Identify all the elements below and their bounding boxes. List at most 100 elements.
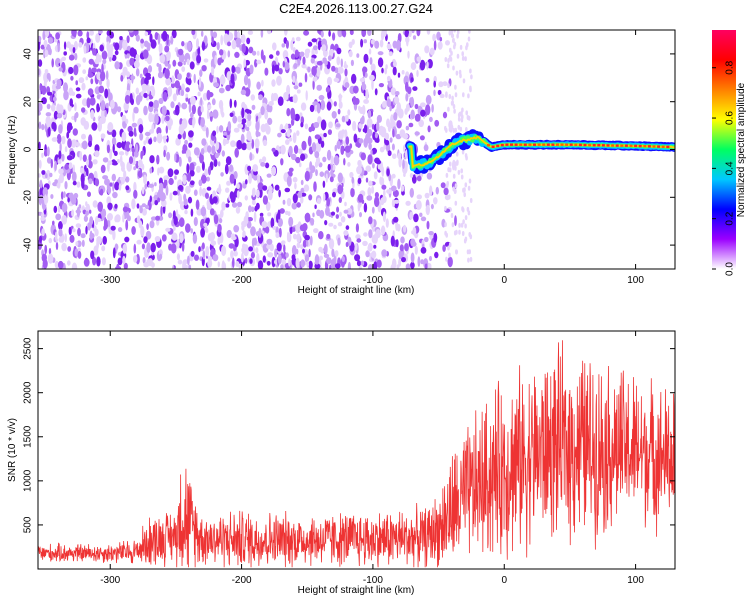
noise-blob: [365, 88, 369, 100]
noise-blob: [310, 57, 315, 64]
noise-blob: [461, 231, 465, 236]
noise-blob: [301, 63, 307, 69]
noise-blob: [327, 55, 332, 61]
noise-blob: [186, 58, 190, 65]
noise-blob: [247, 78, 251, 89]
y-tick-label: 2500: [23, 337, 34, 360]
noise-blob: [465, 110, 469, 116]
noise-blob: [416, 69, 419, 78]
noise-blob: [112, 229, 116, 241]
noise-blob: [141, 83, 148, 90]
noise-blob: [250, 94, 255, 101]
noise-blob: [170, 35, 174, 45]
noise-blob: [399, 244, 404, 252]
noise-blob: [363, 89, 366, 97]
noise-blob: [139, 132, 144, 141]
noise-blob: [306, 261, 310, 268]
noise-blob: [442, 81, 448, 87]
noise-blob: [257, 174, 261, 186]
signal-peak: [487, 144, 490, 147]
noise-blob: [386, 189, 393, 194]
noise-blob: [102, 157, 109, 163]
noise-blob: [244, 195, 248, 201]
noise-blob: [221, 201, 226, 211]
noise-blob: [88, 140, 92, 148]
noise-blob: [416, 30, 421, 37]
noise-blob: [356, 260, 362, 267]
noise-blob: [47, 253, 54, 264]
noise-blob: [416, 175, 422, 182]
noise-blob: [241, 246, 247, 254]
noise-blob: [174, 153, 177, 162]
noise-blob: [352, 120, 357, 132]
noise-blob: [111, 159, 117, 166]
noise-blob: [429, 116, 433, 123]
noise-blob: [231, 39, 237, 50]
noise-blob: [330, 211, 336, 216]
noise-blob: [241, 118, 247, 124]
noise-blob: [327, 129, 332, 136]
noise-blob: [381, 67, 384, 74]
noise-blob: [157, 33, 161, 45]
noise-blob: [89, 230, 93, 241]
noise-blob: [240, 252, 244, 263]
noise-blob: [299, 224, 306, 232]
signal-peak: [634, 144, 638, 148]
noise-blob: [90, 250, 95, 260]
noise-blob: [77, 247, 81, 252]
noise-blob: [265, 125, 271, 135]
noise-blob: [202, 92, 208, 101]
noise-blob: [200, 117, 205, 128]
noise-blob: [337, 184, 343, 195]
noise-blob: [307, 66, 311, 73]
noise-blob: [189, 180, 195, 186]
noise-blob: [344, 145, 351, 153]
signal-peak: [643, 145, 647, 148]
x-tick-label: -100: [363, 275, 383, 286]
noise-blob: [313, 181, 317, 193]
noise-blob: [316, 60, 323, 66]
noise-blob: [272, 92, 279, 101]
noise-blob: [91, 67, 97, 73]
noise-blob: [332, 191, 336, 198]
noise-blob: [324, 220, 328, 226]
noise-blob: [267, 117, 273, 125]
noise-blob: [176, 189, 180, 196]
noise-blob: [288, 167, 294, 172]
noise-blob: [139, 205, 143, 214]
noise-blob: [395, 220, 399, 231]
noise-blob: [243, 74, 249, 86]
noise-blob: [329, 49, 335, 54]
noise-blob: [206, 89, 211, 101]
noise-blob: [349, 30, 354, 36]
noise-blob: [185, 96, 189, 102]
noise-blob: [210, 240, 217, 246]
noise-blob: [125, 176, 130, 183]
noise-blob: [262, 156, 267, 163]
noise-blob: [377, 57, 384, 68]
noise-blob: [187, 196, 193, 204]
noise-blob: [213, 158, 218, 167]
noise-blob: [228, 243, 235, 249]
noise-blob: [133, 60, 140, 69]
noise-blob: [46, 146, 50, 157]
noise-blob: [132, 111, 135, 122]
noise-blob: [420, 247, 427, 254]
noise-blob: [125, 219, 129, 231]
noise-blob: [90, 78, 94, 85]
noise-blob: [265, 201, 271, 212]
noise-blob: [444, 205, 447, 211]
noise-blob: [38, 59, 43, 67]
noise-blob: [394, 91, 400, 96]
noise-blob: [167, 121, 172, 131]
noise-blob: [96, 236, 102, 245]
noise-blob: [304, 254, 310, 263]
signal-peak: [551, 143, 555, 146]
noise-blob: [460, 117, 464, 123]
noise-blob: [277, 209, 281, 220]
noise-blob: [123, 170, 127, 180]
noise-blob: [298, 82, 303, 87]
noise-blob: [467, 115, 471, 121]
noise-blob: [458, 69, 462, 75]
